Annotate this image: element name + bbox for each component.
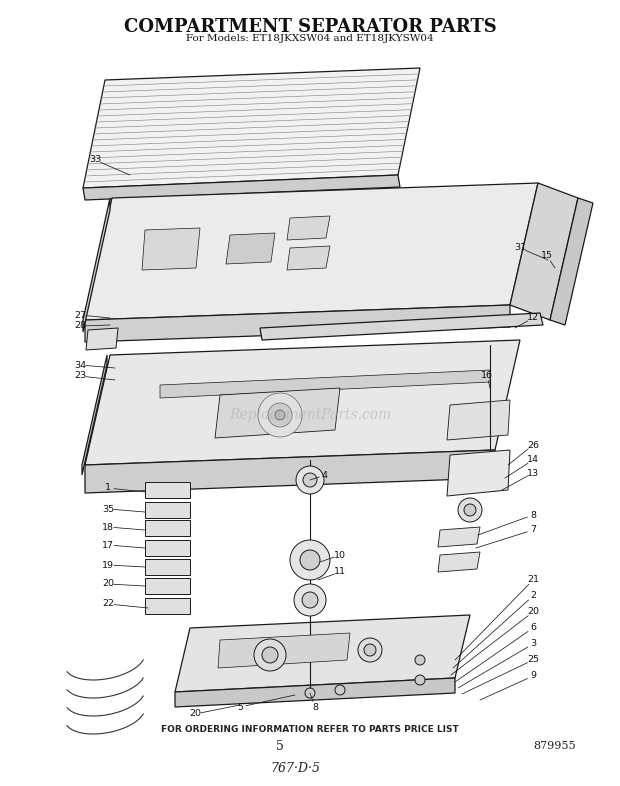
Text: 26: 26 [527, 440, 539, 450]
Polygon shape [175, 615, 470, 692]
Polygon shape [82, 355, 107, 475]
Text: 27: 27 [74, 310, 86, 319]
Polygon shape [287, 216, 330, 240]
Text: 3: 3 [530, 640, 536, 648]
Text: ReplacementParts.com: ReplacementParts.com [229, 408, 391, 422]
Polygon shape [175, 678, 455, 707]
Text: 25: 25 [527, 656, 539, 664]
Text: 767·D·5: 767·D·5 [270, 762, 320, 774]
Text: FOR ORDERING INFORMATION REFER TO PARTS PRICE LIST: FOR ORDERING INFORMATION REFER TO PARTS … [161, 725, 459, 734]
Text: 6: 6 [530, 623, 536, 633]
Polygon shape [83, 175, 400, 200]
Polygon shape [260, 313, 543, 340]
Polygon shape [550, 198, 593, 325]
Text: 31: 31 [514, 244, 526, 252]
Circle shape [415, 655, 425, 665]
Circle shape [290, 540, 330, 580]
Text: COMPARTMENT SEPARATOR PARTS: COMPARTMENT SEPARATOR PARTS [123, 18, 497, 36]
Text: 16: 16 [481, 370, 493, 380]
Polygon shape [85, 340, 520, 465]
Polygon shape [145, 520, 190, 536]
Text: 23: 23 [74, 372, 86, 380]
Text: 10: 10 [334, 550, 346, 560]
Text: 14: 14 [527, 456, 539, 465]
Polygon shape [447, 400, 510, 440]
Text: 879955: 879955 [534, 741, 577, 751]
Circle shape [300, 550, 320, 570]
Text: 19: 19 [102, 560, 114, 570]
Polygon shape [510, 183, 578, 320]
Text: For Models: ET18JKXSW04 and ET18JKYSW04: For Models: ET18JKXSW04 and ET18JKYSW04 [186, 34, 434, 43]
Text: 20: 20 [527, 608, 539, 616]
Circle shape [296, 466, 324, 494]
Polygon shape [218, 633, 350, 668]
Circle shape [275, 410, 285, 420]
Text: 8: 8 [312, 703, 318, 711]
Polygon shape [85, 183, 538, 320]
Polygon shape [85, 305, 510, 342]
Text: 4: 4 [322, 471, 328, 479]
Polygon shape [142, 228, 200, 270]
Polygon shape [145, 598, 190, 614]
Polygon shape [226, 233, 275, 264]
Polygon shape [83, 198, 110, 332]
Circle shape [254, 639, 286, 671]
Polygon shape [447, 450, 510, 496]
Text: 13: 13 [527, 468, 539, 478]
Circle shape [305, 688, 315, 698]
Polygon shape [145, 540, 190, 556]
Circle shape [335, 685, 345, 695]
Polygon shape [438, 527, 480, 547]
Text: 22: 22 [102, 600, 114, 608]
Circle shape [302, 592, 318, 608]
Polygon shape [86, 328, 118, 350]
Circle shape [294, 584, 326, 616]
Text: 8: 8 [530, 510, 536, 520]
Text: 2: 2 [530, 592, 536, 601]
Text: 28: 28 [74, 321, 86, 330]
Polygon shape [145, 482, 190, 498]
Text: 21: 21 [527, 575, 539, 585]
Polygon shape [145, 559, 190, 575]
Text: 33: 33 [89, 156, 101, 164]
Circle shape [364, 644, 376, 656]
Circle shape [303, 473, 317, 487]
Text: 5: 5 [237, 703, 243, 711]
Text: 9: 9 [530, 671, 536, 681]
Text: 35: 35 [102, 505, 114, 513]
Circle shape [415, 675, 425, 685]
Text: 1: 1 [105, 483, 111, 493]
Polygon shape [145, 502, 190, 518]
Polygon shape [287, 246, 330, 270]
Polygon shape [145, 578, 190, 594]
Polygon shape [160, 370, 490, 398]
Text: 34: 34 [74, 361, 86, 369]
Text: 20: 20 [189, 710, 201, 718]
Text: 20: 20 [102, 579, 114, 589]
Polygon shape [215, 388, 340, 438]
Text: 11: 11 [334, 567, 346, 576]
Text: 17: 17 [102, 541, 114, 549]
Circle shape [262, 647, 278, 663]
Text: 5: 5 [276, 740, 284, 752]
Text: 15: 15 [541, 252, 553, 260]
Circle shape [268, 403, 292, 427]
Circle shape [458, 498, 482, 522]
Polygon shape [83, 68, 420, 188]
Text: 12: 12 [527, 314, 539, 322]
Circle shape [464, 504, 476, 516]
Text: 18: 18 [102, 523, 114, 531]
Circle shape [358, 638, 382, 662]
Text: 7: 7 [530, 526, 536, 534]
Polygon shape [85, 450, 495, 493]
Circle shape [258, 393, 302, 437]
Polygon shape [438, 552, 480, 572]
